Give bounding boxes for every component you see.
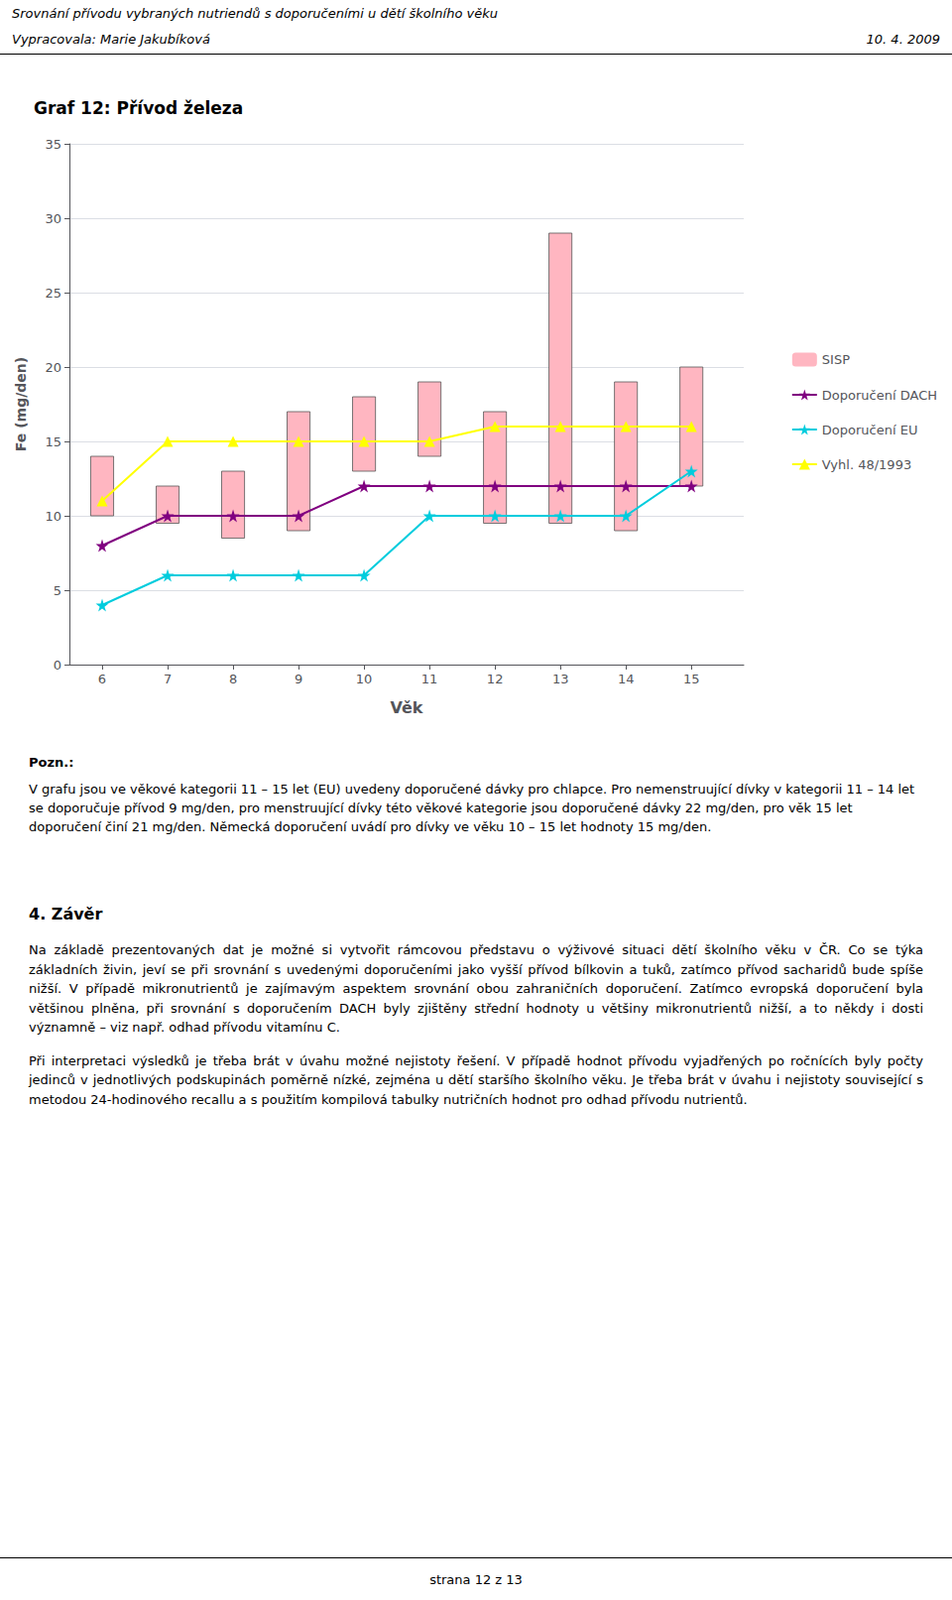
html-text:Srovnání přívodu vybraných nut: Srovnání přívodu vybraných nutriendů s d… xyxy=(11,5,498,21)
svg-text:10: 10 xyxy=(356,671,373,687)
svg-text:35: 35 xyxy=(44,136,62,152)
svg-text:14: 14 xyxy=(617,671,635,687)
svg-text:Fe (mg/den): Fe (mg/den) xyxy=(12,357,29,452)
svg-text:6: 6 xyxy=(98,671,107,687)
svg-text:11: 11 xyxy=(421,671,439,687)
svg-text:Doporučení DACH: Doporučení DACH xyxy=(822,387,938,403)
svg-text:Vyhl. 48/1993: Vyhl. 48/1993 xyxy=(822,457,912,473)
html-text:Na základě prezentovaných dat: Na základě prezentovaných dat je možné s… xyxy=(28,942,924,1035)
html-text:V grafu jsou ve věkové kategor: V grafu jsou ve věkové kategorii 11 – 15… xyxy=(28,781,915,834)
svg-text:13: 13 xyxy=(552,671,570,687)
html-text:strana 12 z 13: strana 12 z 13 xyxy=(429,1571,523,1587)
svg-text:20: 20 xyxy=(44,359,62,375)
svg-text:Věk: Věk xyxy=(390,698,424,717)
svg-text:25: 25 xyxy=(44,285,62,301)
html-text:Pozn.:: Pozn.: xyxy=(28,754,74,770)
svg-text:12: 12 xyxy=(486,671,504,687)
html-text:4. Závěr: 4. Závěr xyxy=(28,904,103,924)
svg-text:9: 9 xyxy=(294,671,303,687)
html-text:Vypracovala: Marie Jakubíková: Vypracovala: Marie Jakubíková xyxy=(11,31,211,47)
svg-text:SISP: SISP xyxy=(822,352,850,367)
svg-text:10: 10 xyxy=(44,508,62,524)
html-text:10. 4. 2009: 10. 4. 2009 xyxy=(866,31,941,47)
svg-text:8: 8 xyxy=(229,671,238,687)
svg-text:30: 30 xyxy=(44,211,62,227)
html-text:Při interpretaci výsledků je t: Při interpretaci výsledků je třeba brát … xyxy=(28,1052,924,1107)
svg-text:0: 0 xyxy=(53,657,62,673)
svg-text:15: 15 xyxy=(683,671,701,687)
svg-text:5: 5 xyxy=(53,583,62,598)
svg-text:7: 7 xyxy=(163,671,172,687)
svg-text:Doporučení EU: Doporučení EU xyxy=(822,422,919,438)
svg-text:Graf 12: Přívod železa: Graf 12: Přívod železa xyxy=(33,98,243,119)
svg-text:15: 15 xyxy=(44,434,62,450)
